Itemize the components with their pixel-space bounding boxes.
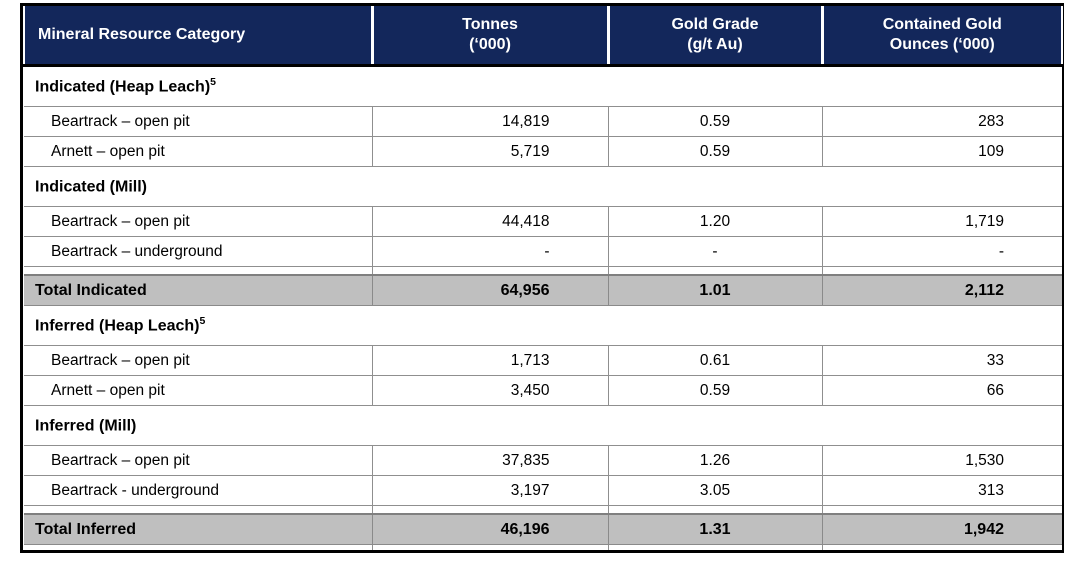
col-header-contained: Contained Gold Ounces (‘000): [820, 6, 1063, 67]
ounces-cell: 66: [821, 375, 1062, 406]
section-row-inferred-heap-leach: Inferred (Heap Leach)5: [24, 305, 1062, 346]
col-header-contained-line1: Contained Gold: [882, 16, 1002, 33]
ounces-cell: 109: [821, 136, 1062, 167]
col-header-grade-line2: (g/t Au): [687, 36, 743, 53]
data-row: Beartrack – open pit 14,819 0.59 283: [24, 106, 1062, 137]
grade-cell: -: [607, 236, 823, 267]
col-header-tonnes: Tonnes (‘000): [370, 6, 608, 67]
ounces-cell: 2,112: [821, 274, 1062, 306]
category-cell: Beartrack – open pit: [24, 345, 373, 376]
mineral-resource-table-frame: Mineral Resource Category Tonnes (‘000) …: [20, 3, 1064, 553]
category-cell: Arnett – open pit: [24, 136, 373, 167]
data-row: Arnett – open pit 5,719 0.59 109: [24, 136, 1062, 167]
category-cell: Beartrack – open pit: [24, 106, 373, 137]
section-label: Indicated (Heap Leach)5: [24, 65, 1062, 107]
section-row-indicated-heap-leach: Indicated (Heap Leach)5: [24, 65, 1062, 107]
tonnes-cell: 1,713: [371, 345, 609, 376]
data-row: Beartrack – open pit 37,835 1.26 1,530: [24, 445, 1062, 476]
tonnes-cell: 37,835: [371, 445, 609, 476]
grade-cell: 1.20: [607, 206, 823, 237]
category-cell: Arnett – open pit: [24, 375, 373, 406]
grade-cell: 0.59: [607, 375, 823, 406]
mineral-resource-table: Mineral Resource Category Tonnes (‘000) …: [23, 6, 1063, 550]
tonnes-cell: 5,719: [371, 136, 609, 167]
ounces-cell: 1,719: [821, 206, 1062, 237]
footnote-ref: 5: [210, 76, 216, 89]
tonnes-cell: 3,450: [371, 375, 609, 406]
tonnes-cell: 46,196: [371, 513, 609, 545]
data-row: Beartrack - underground 3,197 3.05 313: [24, 475, 1062, 506]
col-header-tonnes-line1: Tonnes: [462, 16, 518, 33]
tonnes-cell: 3,197: [371, 475, 609, 506]
grade-cell: 0.61: [607, 345, 823, 376]
tonnes-cell: 14,819: [371, 106, 609, 137]
section-label: Indicated (Mill): [24, 166, 1062, 207]
spacer-row: [24, 266, 1062, 276]
spacer-row: [24, 544, 1062, 550]
data-row: Beartrack – underground - - -: [24, 236, 1062, 267]
ounces-cell: -: [821, 236, 1062, 267]
section-row-indicated-mill: Indicated (Mill): [24, 166, 1062, 207]
category-cell: Beartrack – open pit: [24, 206, 373, 237]
tonnes-cell: 64,956: [371, 274, 609, 306]
ounces-cell: 283: [821, 106, 1062, 137]
col-header-category: Mineral Resource Category: [23, 6, 372, 67]
section-row-inferred-mill: Inferred (Mill): [24, 405, 1062, 446]
col-header-grade: Gold Grade (g/t Au): [606, 6, 822, 67]
header-row: Mineral Resource Category Tonnes (‘000) …: [23, 6, 1063, 67]
category-cell: Total Inferred: [24, 513, 373, 545]
col-header-tonnes-line2: (‘000): [469, 36, 511, 53]
col-header-category-label: Mineral Resource Category: [38, 26, 246, 43]
col-header-grade-line1: Gold Grade: [671, 16, 759, 33]
section-label: Inferred (Mill): [24, 405, 1062, 446]
tonnes-cell: 44,418: [371, 206, 609, 237]
ounces-cell: 1,942: [821, 513, 1062, 545]
grade-cell: 3.05: [607, 475, 823, 506]
spacer-row: [24, 505, 1062, 515]
category-cell: Total Indicated: [24, 274, 373, 306]
data-row: Beartrack – open pit 44,418 1.20 1,719: [24, 206, 1062, 237]
ounces-cell: 313: [821, 475, 1062, 506]
grade-cell: 1.31: [607, 513, 823, 545]
ounces-cell: 33: [821, 345, 1062, 376]
category-cell: Beartrack – open pit: [24, 445, 373, 476]
grade-cell: 0.59: [607, 106, 823, 137]
data-row: Beartrack – open pit 1,713 0.61 33: [24, 345, 1062, 376]
category-cell: Beartrack – underground: [24, 236, 373, 267]
tonnes-cell: -: [371, 236, 609, 267]
footnote-ref: 5: [199, 315, 206, 328]
total-indicated-row: Total Indicated 64,956 1.01 2,112: [24, 274, 1062, 306]
col-header-contained-line2: Ounces (‘000): [889, 36, 995, 53]
grade-cell: 1.26: [607, 445, 823, 476]
total-inferred-row: Total Inferred 46,196 1.31 1,942: [24, 513, 1062, 545]
data-row: Arnett – open pit 3,450 0.59 66: [24, 375, 1062, 406]
ounces-cell: 1,530: [821, 445, 1062, 476]
grade-cell: 0.59: [607, 136, 823, 167]
grade-cell: 1.01: [607, 274, 823, 306]
section-label: Inferred (Heap Leach)5: [24, 305, 1062, 346]
category-cell: Beartrack - underground: [24, 475, 373, 506]
